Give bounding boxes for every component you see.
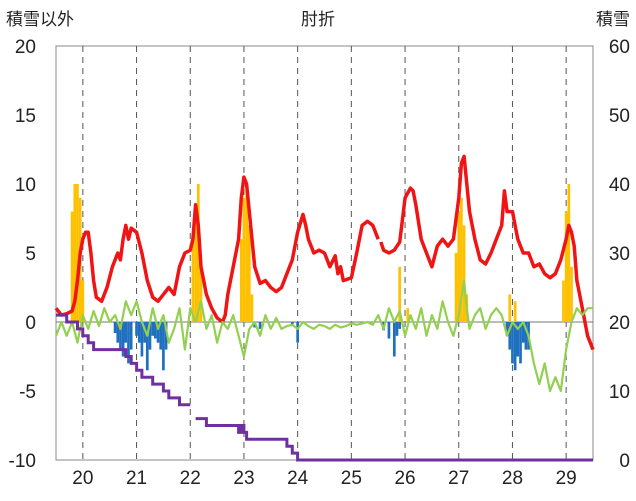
temperature-line xyxy=(379,154,595,351)
left-tick-label: 0 xyxy=(25,313,36,334)
snowfall-bar xyxy=(513,301,517,322)
left-tick-label: 15 xyxy=(15,106,36,127)
negative_bars-bar xyxy=(159,322,163,350)
snowfall-bar xyxy=(250,294,254,322)
snowfall-bar xyxy=(76,184,79,322)
negative_bars-bar xyxy=(116,322,120,343)
snowfall-bar xyxy=(247,225,251,322)
right-tick-label: 0 xyxy=(619,451,630,472)
negative_bars-bar xyxy=(398,322,402,329)
snow_depth-line xyxy=(56,313,593,462)
x-tick-label: 20 xyxy=(72,468,93,489)
snowfall-bar xyxy=(460,197,463,322)
negative_bars-bar xyxy=(508,322,512,350)
snowfall-bar xyxy=(570,266,573,322)
snowfall-bar xyxy=(567,184,571,322)
x-axis-ticks: 20 21 22 23 24 25 26 27 28 29 xyxy=(72,468,576,489)
right-axis-label: 積雪 xyxy=(596,10,630,30)
snowfall-bar xyxy=(73,184,77,322)
x-tick-label: 29 xyxy=(556,468,577,489)
x-tick-label: 26 xyxy=(394,468,415,489)
left-tick-label: 20 xyxy=(15,37,36,58)
negative_bars-bar xyxy=(154,322,157,339)
snowfall-bar xyxy=(191,239,195,322)
x-tick-label: 21 xyxy=(126,468,147,489)
negative_bars-bar xyxy=(524,322,528,350)
negative_bars-bar xyxy=(505,322,509,336)
negative_bars-bar xyxy=(387,322,391,339)
left-tick-label: -10 xyxy=(9,451,36,472)
bar-series xyxy=(70,184,573,371)
negative_bars-bar xyxy=(140,322,144,357)
right-tick-label: 30 xyxy=(609,244,630,265)
right-tick-label: 10 xyxy=(609,382,630,403)
negative_bars-bar xyxy=(513,322,517,371)
snowfall-bar xyxy=(462,225,466,322)
right-tick-label: 50 xyxy=(609,106,630,127)
snowfall-bar xyxy=(194,211,197,322)
left-tick-label: 5 xyxy=(25,244,36,265)
negative_bars-bar xyxy=(127,322,130,364)
negative_bars-bar xyxy=(151,322,155,336)
dew-line xyxy=(54,279,593,393)
left-axis-label: 積雪以外 xyxy=(6,10,74,30)
negative_bars-bar xyxy=(148,322,152,350)
negative_bars-bar xyxy=(521,322,525,343)
negative_bars-bar xyxy=(395,322,399,336)
negative_bars-bar xyxy=(392,322,396,357)
right-tick-label: 40 xyxy=(609,175,630,196)
snowfall-bar xyxy=(81,280,85,322)
right-tick-label: 20 xyxy=(609,313,630,334)
snowfall-bar xyxy=(562,280,565,322)
negative_bars-bar xyxy=(145,322,149,371)
snowfall-bar xyxy=(508,294,512,322)
right-tick-label: 60 xyxy=(609,37,630,58)
right-axis-ticks: 0 10 20 30 40 50 60 xyxy=(609,37,630,472)
x-tick-label: 23 xyxy=(233,468,254,489)
snowfall-bar xyxy=(454,253,458,322)
snowfall-bar xyxy=(457,211,461,322)
x-tick-label: 22 xyxy=(180,468,201,489)
left-tick-label: 10 xyxy=(15,175,36,196)
x-tick-label: 24 xyxy=(287,468,309,489)
x-tick-label: 25 xyxy=(341,468,362,489)
negative_bars-bar xyxy=(296,322,299,343)
snowfall-bar xyxy=(398,266,402,322)
negative_bars-bar xyxy=(164,322,168,350)
negative_bars-bar xyxy=(121,322,125,357)
negative_bars-bar xyxy=(124,322,128,343)
line-series xyxy=(54,154,595,462)
snowfall-bar xyxy=(70,211,74,322)
snowfall-bar xyxy=(242,197,246,322)
snowfall-bar xyxy=(239,239,243,322)
chart-title: 肘折 xyxy=(301,10,335,30)
snowfall-bar xyxy=(196,184,200,322)
negative_bars-bar xyxy=(511,322,514,364)
negative_bars-bar xyxy=(135,322,138,336)
negative_bars-bar xyxy=(113,322,117,334)
snowfall-bar xyxy=(199,266,203,322)
negative_bars-bar xyxy=(258,322,262,329)
negative_bars-bar xyxy=(162,322,165,371)
negative_bars-bar xyxy=(129,322,133,350)
left-axis-ticks: -10 -5 0 5 10 15 20 xyxy=(9,37,36,472)
left-tick-label: -5 xyxy=(19,382,36,403)
snowfall-bar xyxy=(245,184,248,322)
x-tick-label: 28 xyxy=(502,468,523,489)
negative_bars-bar xyxy=(516,322,520,357)
negative_bars-bar xyxy=(156,322,160,343)
negative_bars-bar xyxy=(119,322,122,350)
negative_bars-bar xyxy=(137,322,141,343)
x-tick-label: 27 xyxy=(448,468,469,489)
negative_bars-bar xyxy=(519,322,522,364)
snowfall-bar xyxy=(564,211,568,322)
negative_bars-bar xyxy=(143,322,146,343)
snowfall-bar xyxy=(406,308,410,322)
temperature-line xyxy=(54,175,380,324)
